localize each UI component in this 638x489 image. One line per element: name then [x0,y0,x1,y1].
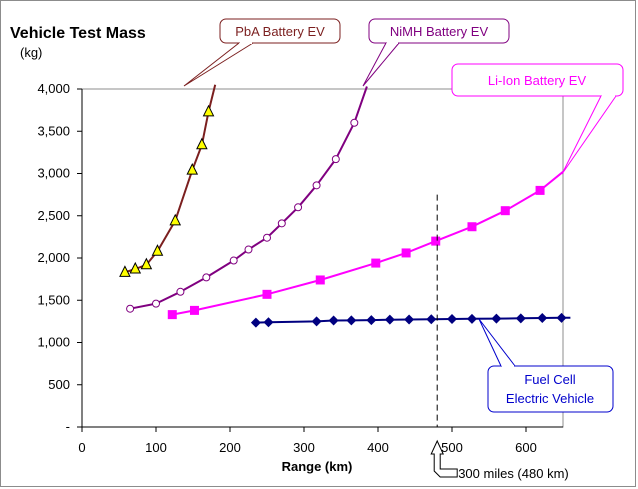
y-tick-label: 1,500 [37,292,70,307]
data-point [467,222,477,232]
y-tick-label: 500 [48,377,70,392]
chart-title: Vehicle Test Mass [10,25,146,42]
x-tick-label: 300 [293,440,315,455]
data-point [431,236,441,246]
data-point [537,312,548,323]
data-point [167,310,177,320]
data-point [515,313,526,324]
data-point [491,313,502,324]
callout-box [219,18,341,44]
data-point [447,314,457,325]
callout-box [368,18,510,44]
data-point [151,244,164,256]
data-point [189,305,199,315]
x-axis: 0 100 200 300 400 500 600 [78,427,537,455]
callout-box [451,63,624,97]
callout-pointer [478,318,516,367]
data-point [328,315,339,326]
data-point [366,315,377,326]
series-line [172,171,564,316]
data-point [126,304,135,313]
x-tick-label: 600 [515,440,537,455]
data-point [294,203,303,212]
y-tick-label: 3,500 [37,123,70,138]
callout-pointer [183,42,254,87]
callout-pba: PbA Battery EV [183,18,341,87]
data-point [384,314,395,325]
data-point [152,299,160,308]
y-tick-label: - [66,419,70,434]
callout-box [487,365,614,413]
y-tick-label: 2,500 [37,208,70,223]
data-point [350,118,359,127]
callout-label: Fuel Cell [524,372,575,387]
x-tick-label: 200 [219,440,241,455]
data-point [263,317,274,328]
data-point [262,289,272,299]
callout-pointer [362,42,400,87]
callout-pointer [561,95,617,175]
series-layer [119,84,571,328]
data-point [129,261,142,274]
data-point [169,213,182,226]
data-point [466,313,477,324]
series-2 [167,171,564,320]
range-arrow-icon [430,439,458,478]
callout-layer: PbA Battery EV NiMH Battery EV Li-Ion Batt… [183,18,624,481]
data-point [202,104,215,117]
callout-label: PbA Battery EV [235,24,325,39]
x-tick-label: 500 [441,440,463,455]
data-point [277,219,286,228]
y-tick-label: 2,000 [37,250,70,265]
data-point [404,314,415,325]
y-axis-label: (kg) [20,45,42,60]
x-axis-label: Range (km) [282,459,353,474]
data-point [119,265,131,277]
callout-miles: 300 miles (480 km) [430,439,569,481]
data-point [331,155,340,164]
callout-liion: Li-Ion Battery EV [451,63,624,175]
data-point [202,273,211,282]
data-point [229,256,238,265]
series-3 [250,312,571,328]
series-line [124,84,217,274]
y-tick-label: 1,000 [37,335,70,350]
data-point [311,316,322,327]
data-point [196,137,208,150]
data-point [315,275,325,285]
data-point [186,163,199,175]
data-point [346,315,357,326]
y-tick-label: 3,000 [37,166,70,181]
series-1 [126,86,368,313]
callout-label: 300 miles (480 km) [458,466,569,481]
callout-label: Electric Vehicle [506,391,594,406]
data-point [371,258,381,268]
data-point [401,248,411,258]
callout-label: NiMH Battery EV [390,24,489,39]
y-axis: - 500 1,000 1,500 2,000 2,500 3,000 3,500 4,000 [37,81,82,434]
data-point [250,317,261,328]
data-point [176,287,185,296]
data-point [263,233,271,242]
callout-nimh: NiMH Battery EV [362,18,510,87]
data-point [140,257,153,270]
x-tick-label: 400 [367,440,389,455]
data-point [500,206,510,216]
series-line [255,316,571,324]
data-point [426,314,437,325]
data-point [244,245,253,254]
callout-fcev: Fuel Cell Electric Vehicle [478,318,614,413]
y-tick-label: 4,000 [37,81,70,96]
x-tick-label: 0 [78,440,85,455]
x-tick-label: 100 [145,440,167,455]
series-line [129,86,368,310]
data-point [312,181,321,190]
data-point [556,312,567,323]
callout-label: Li-Ion Battery EV [488,73,587,88]
data-point [535,185,545,195]
series-0 [119,84,217,277]
